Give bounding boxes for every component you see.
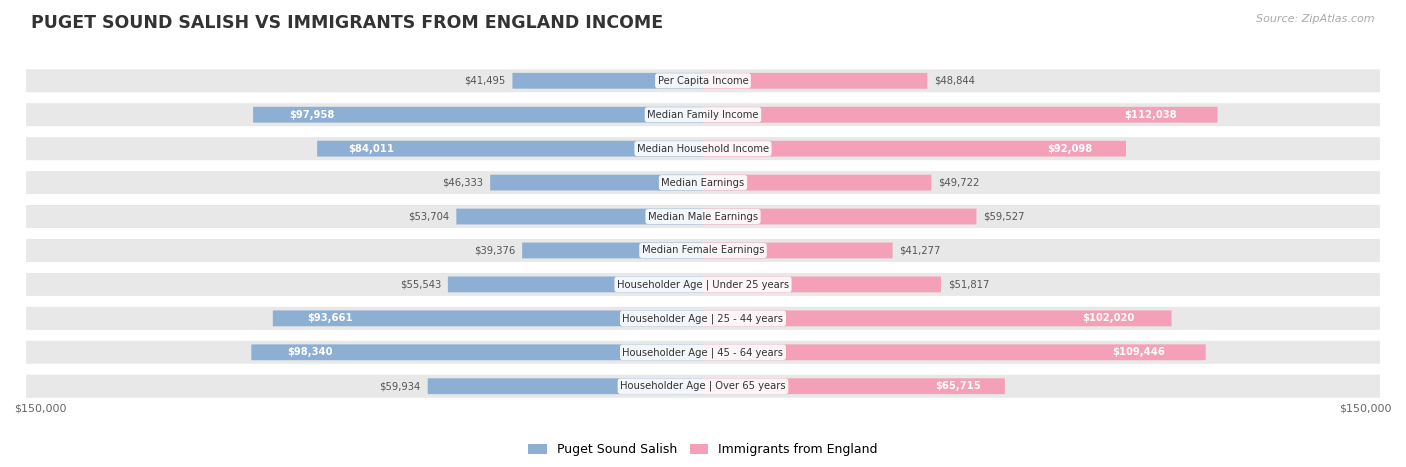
Text: Median Female Earnings: Median Female Earnings bbox=[641, 246, 765, 255]
FancyBboxPatch shape bbox=[491, 175, 703, 191]
Text: $150,000: $150,000 bbox=[14, 403, 66, 413]
Text: $39,376: $39,376 bbox=[474, 246, 515, 255]
FancyBboxPatch shape bbox=[703, 276, 941, 292]
Text: $112,038: $112,038 bbox=[1123, 110, 1177, 120]
FancyBboxPatch shape bbox=[703, 378, 1005, 394]
FancyBboxPatch shape bbox=[24, 339, 1382, 366]
FancyBboxPatch shape bbox=[512, 73, 703, 89]
FancyBboxPatch shape bbox=[253, 107, 703, 123]
FancyBboxPatch shape bbox=[24, 305, 1382, 332]
FancyBboxPatch shape bbox=[457, 209, 703, 225]
FancyBboxPatch shape bbox=[24, 373, 1382, 399]
FancyBboxPatch shape bbox=[703, 209, 976, 225]
Text: $102,020: $102,020 bbox=[1081, 313, 1135, 323]
Text: $109,446: $109,446 bbox=[1112, 347, 1166, 357]
FancyBboxPatch shape bbox=[703, 242, 893, 258]
FancyBboxPatch shape bbox=[24, 237, 1382, 264]
Text: Median Earnings: Median Earnings bbox=[661, 177, 745, 188]
Text: PUGET SOUND SALISH VS IMMIGRANTS FROM ENGLAND INCOME: PUGET SOUND SALISH VS IMMIGRANTS FROM EN… bbox=[31, 14, 664, 32]
Text: $150,000: $150,000 bbox=[1340, 403, 1392, 413]
Text: $46,333: $46,333 bbox=[443, 177, 484, 188]
FancyBboxPatch shape bbox=[24, 271, 1382, 297]
Text: Householder Age | 45 - 64 years: Householder Age | 45 - 64 years bbox=[623, 347, 783, 358]
Text: Median Family Income: Median Family Income bbox=[647, 110, 759, 120]
FancyBboxPatch shape bbox=[273, 311, 703, 326]
Text: $65,715: $65,715 bbox=[935, 381, 980, 391]
Text: $41,495: $41,495 bbox=[464, 76, 506, 86]
Text: Median Male Earnings: Median Male Earnings bbox=[648, 212, 758, 221]
FancyBboxPatch shape bbox=[252, 344, 703, 360]
Text: $93,661: $93,661 bbox=[308, 313, 353, 323]
Text: $51,817: $51,817 bbox=[948, 279, 990, 290]
FancyBboxPatch shape bbox=[703, 141, 1126, 156]
Text: Householder Age | 25 - 44 years: Householder Age | 25 - 44 years bbox=[623, 313, 783, 324]
FancyBboxPatch shape bbox=[449, 276, 703, 292]
Text: $97,958: $97,958 bbox=[290, 110, 335, 120]
FancyBboxPatch shape bbox=[24, 170, 1382, 196]
FancyBboxPatch shape bbox=[703, 311, 1171, 326]
Text: Per Capita Income: Per Capita Income bbox=[658, 76, 748, 86]
Text: $92,098: $92,098 bbox=[1047, 144, 1092, 154]
Text: $53,704: $53,704 bbox=[408, 212, 450, 221]
FancyBboxPatch shape bbox=[703, 175, 931, 191]
Text: $59,934: $59,934 bbox=[380, 381, 420, 391]
Text: $59,527: $59,527 bbox=[983, 212, 1025, 221]
Text: $84,011: $84,011 bbox=[349, 144, 394, 154]
FancyBboxPatch shape bbox=[24, 203, 1382, 230]
Text: $49,722: $49,722 bbox=[938, 177, 980, 188]
FancyBboxPatch shape bbox=[703, 344, 1206, 360]
Text: Householder Age | Over 65 years: Householder Age | Over 65 years bbox=[620, 381, 786, 391]
Legend: Puget Sound Salish, Immigrants from England: Puget Sound Salish, Immigrants from Engl… bbox=[523, 439, 883, 461]
FancyBboxPatch shape bbox=[24, 135, 1382, 162]
Text: Source: ZipAtlas.com: Source: ZipAtlas.com bbox=[1257, 14, 1375, 24]
FancyBboxPatch shape bbox=[24, 68, 1382, 94]
FancyBboxPatch shape bbox=[427, 378, 703, 394]
FancyBboxPatch shape bbox=[703, 73, 928, 89]
Text: Median Household Income: Median Household Income bbox=[637, 144, 769, 154]
FancyBboxPatch shape bbox=[318, 141, 703, 156]
FancyBboxPatch shape bbox=[24, 101, 1382, 128]
FancyBboxPatch shape bbox=[522, 242, 703, 258]
Text: Householder Age | Under 25 years: Householder Age | Under 25 years bbox=[617, 279, 789, 290]
Text: $41,277: $41,277 bbox=[900, 246, 941, 255]
Text: $55,543: $55,543 bbox=[399, 279, 441, 290]
Text: $98,340: $98,340 bbox=[287, 347, 333, 357]
Text: $48,844: $48,844 bbox=[934, 76, 976, 86]
FancyBboxPatch shape bbox=[703, 107, 1218, 123]
